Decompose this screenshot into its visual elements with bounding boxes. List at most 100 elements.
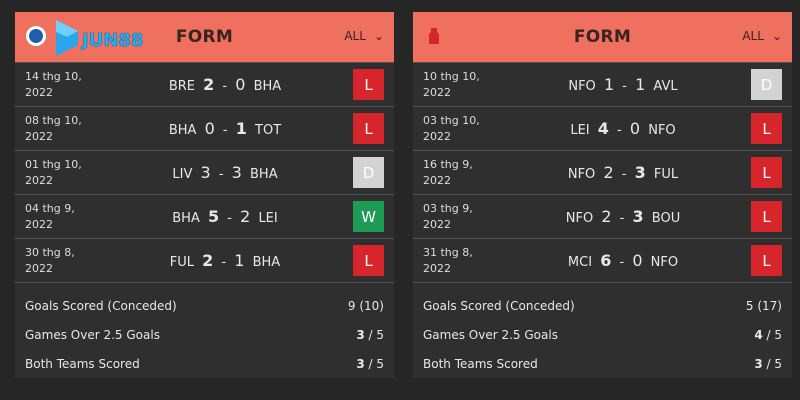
form-panel-nfo: FORM ALL ⌄ 10 thg 10, 2022 NFO 1 - 1 AVL D… — [413, 12, 792, 378]
date-line: 10 thg 10, — [423, 70, 480, 83]
stat-total: / 5 — [762, 327, 783, 342]
home-team: NFO — [567, 167, 596, 182]
year-line: 2022 — [423, 218, 451, 231]
away-team: BHA — [253, 79, 282, 94]
away-score: 0 — [629, 119, 641, 138]
form-title: FORM — [573, 27, 632, 47]
match-date: 30 thg 8, 2022 — [25, 245, 105, 277]
away-score: 0 — [235, 75, 246, 94]
stat-label: Goals Scored (Conceded) — [25, 298, 177, 313]
home-team: LIV — [172, 167, 193, 182]
match-score: LEI 4 - 0 NFO — [570, 119, 676, 138]
year-line: 2022 — [423, 130, 451, 143]
form-panel-bha: FORM ALL ⌄ 14 thg 10, 2022 BRE 2 - 0 BHA L… — [15, 12, 394, 378]
year-line: 2022 — [25, 174, 53, 187]
stat-row: Both Teams Scored 3 / 5 — [15, 349, 394, 378]
form-title: FORM — [175, 27, 234, 47]
match-score: BHA 0 - 1 TOT — [168, 119, 282, 138]
filter-dropdown[interactable]: ALL ⌄ — [344, 29, 384, 43]
home-team: BHA — [172, 211, 200, 226]
match-row[interactable]: 30 thg 8, 2022 FUL 2 - 1 BHA L — [15, 238, 394, 282]
away-score: 1 — [234, 251, 245, 270]
match-date: 16 thg 9, 2022 — [423, 157, 503, 189]
chevron-down-icon: ⌄ — [771, 29, 782, 43]
match-score: BRE 2 - 0 BHA — [168, 75, 282, 94]
match-date: 10 thg 10, 2022 — [423, 69, 503, 101]
result-badge: D — [751, 69, 782, 100]
date-line: 03 thg 10, — [423, 114, 480, 127]
year-line: 2022 — [423, 174, 451, 187]
away-score: 0 — [632, 251, 643, 270]
result-badge: L — [751, 157, 782, 188]
home-team: FUL — [169, 255, 195, 270]
away-team: NFO — [650, 255, 679, 270]
filter-value: ALL — [344, 29, 366, 43]
stat-count: 3 — [356, 356, 365, 371]
date-line: 16 thg 9, — [423, 158, 473, 171]
stat-total: / 5 — [762, 356, 783, 371]
match-score: NFO 2 - 3 FUL — [567, 163, 679, 182]
date-line: 08 thg 10, — [25, 114, 82, 127]
home-score: 2 — [203, 75, 215, 94]
home-team: LEI — [570, 123, 590, 138]
match-date: 08 thg 10, 2022 — [25, 113, 105, 145]
match-row[interactable]: 08 thg 10, 2022 BHA 0 - 1 TOT L — [15, 106, 394, 150]
filter-dropdown[interactable]: ALL ⌄ — [742, 29, 782, 43]
stat-label: Both Teams Scored — [423, 356, 538, 371]
match-score: LIV 3 - 3 BHA — [172, 163, 278, 182]
result-badge: L — [751, 201, 782, 232]
stat-value: 3 / 5 — [356, 328, 384, 342]
stat-count: 3 — [356, 327, 365, 342]
away-team: NFO — [648, 123, 676, 138]
match-row[interactable]: 14 thg 10, 2022 BRE 2 - 0 BHA L — [15, 62, 394, 106]
match-row[interactable]: 10 thg 10, 2022 NFO 1 - 1 AVL D — [413, 62, 792, 106]
stat-row: Games Over 2.5 Goals 4 / 5 — [413, 320, 792, 349]
date-line: 04 thg 9, — [25, 202, 75, 215]
match-date: 03 thg 10, 2022 — [423, 113, 503, 145]
year-line: 2022 — [423, 86, 451, 99]
home-score: 0 — [204, 119, 215, 138]
stat-row: Both Teams Scored 3 / 5 — [413, 349, 792, 378]
year-line: 2022 — [25, 262, 53, 275]
match-row[interactable]: 03 thg 10, 2022 LEI 4 - 0 NFO L — [413, 106, 792, 150]
result-badge: D — [353, 157, 384, 188]
away-team: FUL — [653, 167, 679, 182]
year-line: 2022 — [25, 218, 53, 231]
match-score: BHA 5 - 2 LEI — [172, 207, 278, 226]
jun88-watermark-logo: JUN88 — [56, 20, 144, 56]
stats-section: Goals Scored (Conceded) 9 (10) Games Over … — [15, 282, 394, 378]
date-line: 03 thg 9, — [423, 202, 473, 215]
away-team: TOT — [255, 123, 282, 138]
away-score: 3 — [632, 207, 644, 226]
result-badge: L — [751, 113, 782, 144]
home-team: MCI — [567, 255, 593, 270]
date-line: 14 thg 10, — [25, 70, 82, 83]
away-score: 3 — [634, 163, 646, 182]
match-row[interactable]: 03 thg 9, 2022 NFO 2 - 3 BOU L — [413, 194, 792, 238]
year-line: 2022 — [423, 262, 451, 275]
filter-value: ALL — [742, 29, 764, 43]
home-team: BHA — [168, 123, 197, 138]
home-score: 2 — [601, 207, 612, 226]
away-team: BHA — [252, 255, 281, 270]
date-line: 01 thg 10, — [25, 158, 82, 171]
stat-value: 4 / 5 — [754, 328, 782, 342]
match-score: FUL 2 - 1 BHA — [169, 251, 281, 270]
home-score: 2 — [202, 251, 214, 270]
stat-text: 5 (17) — [745, 298, 782, 313]
match-score: NFO 1 - 1 AVL — [568, 75, 678, 94]
year-line: 2022 — [25, 86, 53, 99]
match-score: MCI 6 - 0 NFO — [567, 251, 679, 270]
match-row[interactable]: 16 thg 9, 2022 NFO 2 - 3 FUL L — [413, 150, 792, 194]
home-score: 6 — [600, 251, 612, 270]
stat-row: Games Over 2.5 Goals 3 / 5 — [15, 320, 394, 349]
nottingham-forest-crest-icon — [429, 28, 439, 44]
away-team: BHA — [250, 167, 278, 182]
match-row[interactable]: 31 thg 8, 2022 MCI 6 - 0 NFO L — [413, 238, 792, 282]
away-team: LEI — [258, 211, 278, 226]
home-score: 5 — [208, 207, 220, 226]
match-row[interactable]: 01 thg 10, 2022 LIV 3 - 3 BHA D — [15, 150, 394, 194]
match-date: 31 thg 8, 2022 — [423, 245, 503, 277]
match-row[interactable]: 04 thg 9, 2022 BHA 5 - 2 LEI W — [15, 194, 394, 238]
year-line: 2022 — [25, 130, 53, 143]
